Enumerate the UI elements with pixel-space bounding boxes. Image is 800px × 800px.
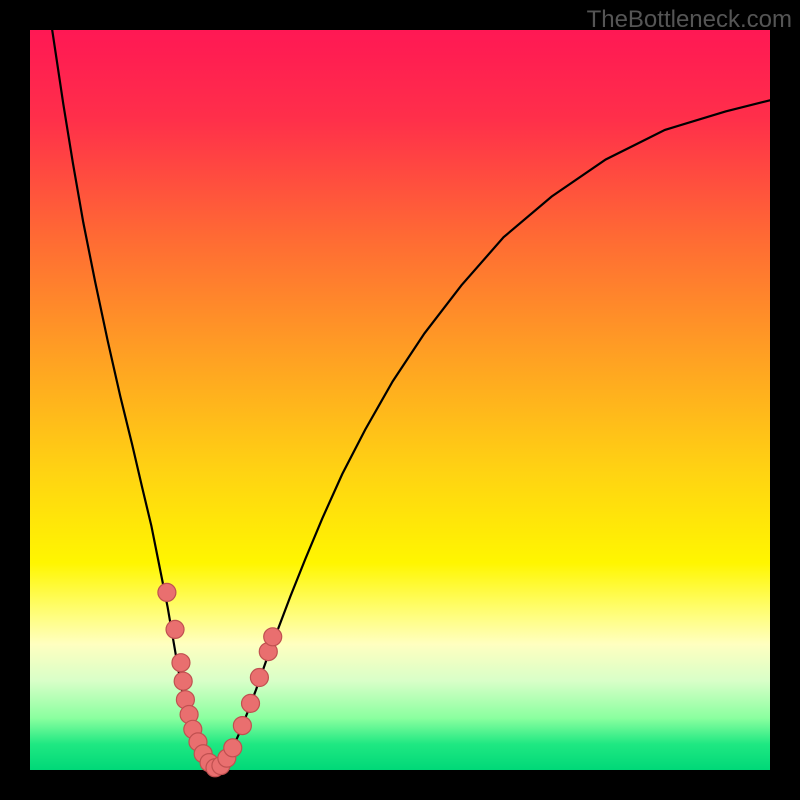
- marker-point: [224, 739, 242, 757]
- bottleneck-chart-svg: [0, 0, 800, 800]
- marker-point: [158, 583, 176, 601]
- marker-point: [233, 717, 251, 735]
- marker-point: [242, 694, 260, 712]
- marker-point: [166, 620, 184, 638]
- marker-point: [172, 654, 190, 672]
- chart-root: TheBottleneck.com: [0, 0, 800, 800]
- chart-background-gradient: [30, 30, 770, 770]
- watermark-text: TheBottleneck.com: [587, 6, 792, 34]
- marker-point: [250, 669, 268, 687]
- marker-point: [174, 672, 192, 690]
- marker-point: [264, 628, 282, 646]
